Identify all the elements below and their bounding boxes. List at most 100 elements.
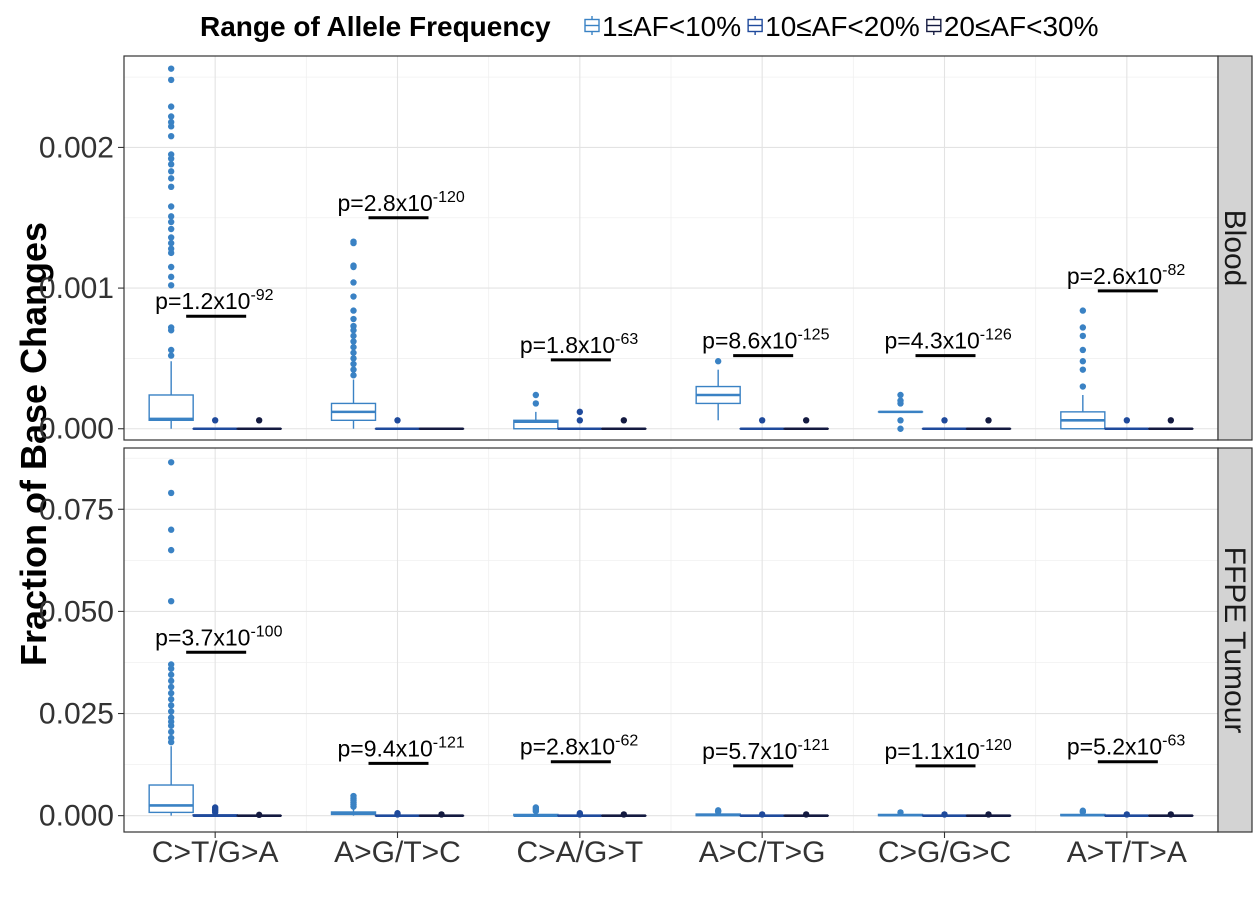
outlier-point [167, 239, 175, 247]
box-C>G/G>C-2 [965, 417, 1012, 431]
outlier-point [802, 417, 810, 424]
y-tick-label: 0.025 [39, 698, 114, 731]
outlier-point [167, 282, 175, 289]
outlier-point [438, 811, 445, 818]
outlier-point [167, 151, 175, 158]
outlier-point [350, 792, 357, 800]
outlier-point [1167, 417, 1175, 424]
box-C>G/G>C-2 [965, 811, 1012, 818]
y-tick-label: 0.050 [39, 595, 114, 628]
outlier-point [758, 811, 766, 818]
outlier-point [620, 417, 628, 424]
box-C>G/G>C-1 [921, 811, 968, 818]
legend-entry: 10≤AF<20% [747, 11, 920, 42]
box-C>A/G>T-0 [513, 391, 559, 430]
pvalue-exponent: -126 [980, 327, 1012, 344]
pvalue-label: p=5.2x10-63 [1067, 733, 1186, 760]
x-axis-ticks: C>T/G>A A>G/T>C C>A/G>T A>C/T>G C>G/G>C A>T/T… [152, 832, 1187, 869]
pvalue-exponent: -121 [433, 734, 465, 751]
outlier-point [941, 811, 948, 818]
outlier-point [167, 459, 175, 466]
box-C>T/G>A-2 [236, 811, 282, 819]
outlier-point [255, 811, 263, 819]
outlier-point [167, 65, 175, 72]
pvalue-label: p=2.8x10-62 [520, 733, 639, 760]
box-A>C/T>G-1 [739, 811, 785, 818]
box-A>G/T>C-0 [330, 792, 377, 816]
box-C>T/G>A-0 [148, 65, 194, 429]
pvalue-label: p=2.8x10-120 [338, 189, 465, 216]
outlier-point [1079, 807, 1087, 814]
pvalue-label: p=1.2x10-92 [155, 287, 274, 314]
outlier-point [167, 708, 175, 715]
outlier-point [897, 417, 904, 424]
outlier-point [350, 343, 357, 351]
pvalue-exponent: -82 [1162, 262, 1185, 279]
box-C>T/G>A-2 [236, 417, 282, 431]
outlier-point [350, 262, 357, 269]
strip-background [1217, 55, 1253, 441]
outlier-point [167, 234, 175, 241]
outlier-point [167, 352, 175, 359]
box-C>A/G>T-2 [601, 417, 647, 431]
outlier-point [1079, 383, 1087, 390]
box-C>A/G>T-0 [513, 804, 559, 817]
outlier-point [394, 810, 401, 817]
outlier-point [1123, 811, 1131, 818]
legend-key [584, 16, 600, 35]
legend-key [747, 16, 763, 35]
outlier-point [985, 417, 992, 424]
outlier-point [167, 76, 175, 84]
y-tick-label: 0.000 [39, 800, 114, 833]
legend-entry: 1≤AF<10% [584, 11, 741, 42]
outlier-point [167, 689, 175, 697]
outlier-point [167, 661, 175, 668]
outlier-point [167, 103, 175, 110]
x-tick-label: A>T/T>A [1067, 836, 1187, 869]
outlier-point [350, 238, 357, 245]
pvalue-base: p=2.6x10 [1067, 263, 1162, 289]
pvalue-base: p=5.7x10 [702, 738, 797, 764]
pvalue-label: p=5.7x10-121 [702, 737, 829, 764]
outlier-point [167, 183, 175, 191]
box-A>G/T>C-1 [374, 417, 421, 431]
box-A>G/T>C-2 [418, 811, 465, 818]
pvalue-base: p=8.6x10 [702, 328, 797, 354]
pvalue-exponent: -121 [797, 737, 829, 754]
pvalue-label: p=3.7x10-100 [155, 623, 282, 650]
outlier-point [167, 263, 175, 271]
outlier-point [350, 315, 357, 323]
panel-ffpe-tumour: 0.000 0.025 0.050 0.075 p=3.7x10-100 p=9.4x10… [39, 447, 1253, 833]
outlier-point [350, 293, 357, 300]
outlier-point [167, 245, 175, 252]
outlier-point [532, 804, 540, 811]
pvalue-base: p=5.2x10 [1067, 734, 1162, 760]
outlier-point [394, 417, 401, 424]
y-tick-label: 0.000 [39, 413, 114, 446]
outlier-point [1167, 811, 1175, 818]
outlier-point [167, 225, 175, 233]
outlier-point [897, 397, 904, 404]
outlier-point [167, 324, 175, 331]
legend-title: Range of Allele Frequency [200, 11, 551, 42]
outlier-point [576, 810, 584, 817]
outlier-point [576, 408, 584, 416]
outlier-point [897, 425, 904, 432]
legend-label: 1≤AF<10% [602, 11, 741, 42]
pvalue-base: p=2.8x10 [520, 734, 615, 760]
pvalue-base: p=4.3x10 [885, 328, 980, 354]
outlier-point [1079, 358, 1087, 365]
box-C>T/G>A-1 [192, 804, 238, 817]
legend-label: 20≤AF<30% [944, 11, 1099, 42]
outlier-point [350, 322, 357, 330]
pvalue-base: p=1.1x10 [885, 738, 980, 764]
y-tick-label: 0.002 [39, 131, 114, 164]
outlier-point [350, 338, 357, 345]
outlier-point [167, 489, 175, 497]
strip-background [1217, 447, 1253, 833]
outlier-point [350, 355, 357, 362]
pvalue-base: p=9.4x10 [338, 735, 433, 761]
outlier-point [941, 417, 948, 424]
outlier-point [1123, 417, 1131, 424]
